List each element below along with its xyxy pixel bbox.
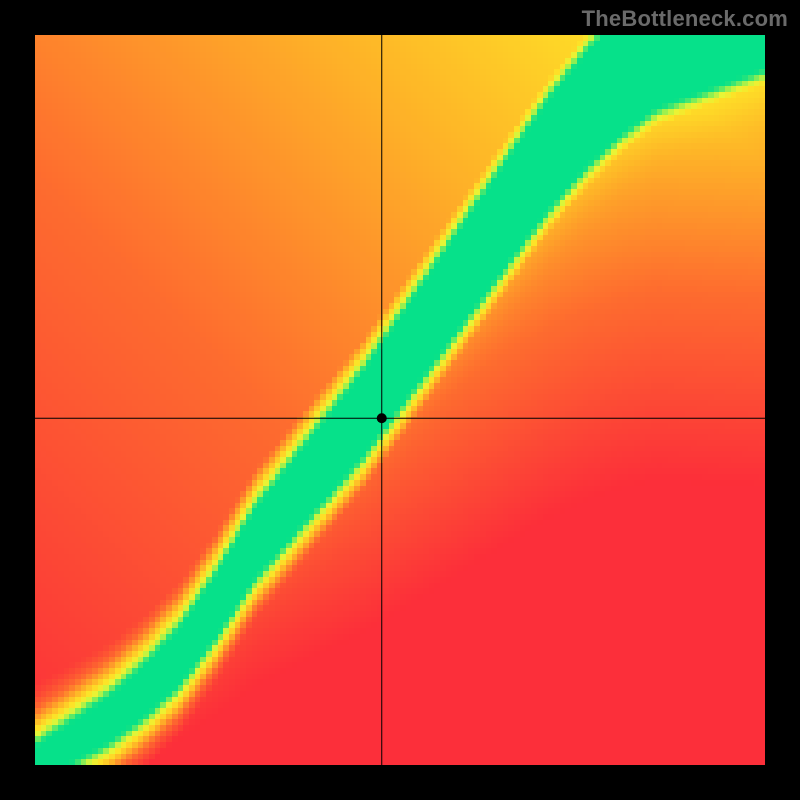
watermark-text: TheBottleneck.com [582,6,788,32]
chart-frame: { "meta": { "watermark": "TheBottleneck.… [0,0,800,800]
bottleneck-heatmap [0,0,800,800]
